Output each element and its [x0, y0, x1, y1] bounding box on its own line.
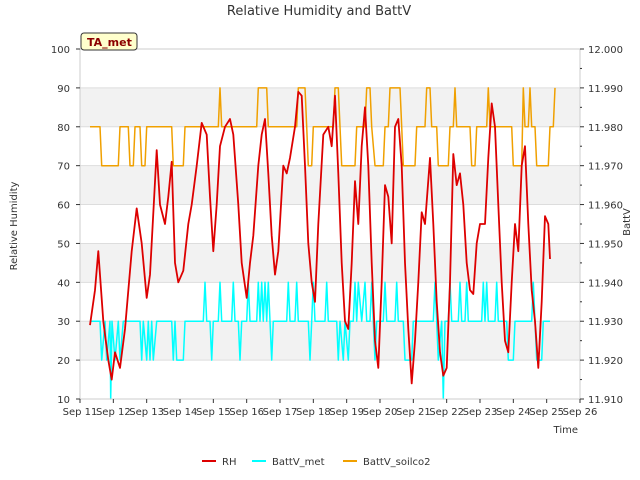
- ta-met-tag: TA_met: [80, 32, 138, 51]
- y-tick-label-left: 60: [57, 201, 70, 212]
- x-tick-label: Sep 18: [296, 407, 331, 418]
- y-tick-label-left: 100: [51, 45, 70, 56]
- series-line-rh: [89, 90, 551, 385]
- x-tick-label: Sep 12: [96, 407, 131, 418]
- x-tick-label: Sep 20: [363, 407, 398, 418]
- y-tick-label-left: 20: [57, 356, 70, 367]
- plot-band: [80, 243, 580, 283]
- x-tick-label: Sep 21: [396, 407, 431, 418]
- plot-bands: [80, 87, 580, 361]
- y-tick-label-left: 90: [57, 84, 70, 95]
- series-line-battv-met: [90, 281, 550, 400]
- x-tick-label: Sep 26: [563, 407, 598, 418]
- x-tick-label: Sep 19: [329, 407, 364, 418]
- x-tick-label: Sep 13: [129, 407, 164, 418]
- legend: RH BattV_met BattV_soilco2: [202, 457, 431, 468]
- y-tick-label-left: 10: [57, 395, 70, 406]
- legend-label: RH: [222, 457, 236, 468]
- series-line-battv-soilco2: [90, 87, 556, 167]
- y-tick-label-left: 70: [57, 162, 70, 173]
- x-tick-label: Sep 25: [529, 407, 564, 418]
- x-tick-label: Sep 22: [429, 407, 464, 418]
- y-tick-label-left: 50: [57, 239, 70, 250]
- y-tick-label-left: 80: [57, 123, 70, 134]
- x-axis-label: Time: [553, 425, 578, 436]
- plot-band: [80, 87, 580, 127]
- series-layer: [89, 87, 556, 400]
- y-tick-label-right: 11.990: [588, 84, 623, 95]
- y-tick-label-right: 12.000: [588, 45, 623, 56]
- x-tick-label: Sep 16: [229, 407, 264, 418]
- x-tick-label: Sep 11: [63, 407, 98, 418]
- y-axis-label-right: BattV: [622, 208, 633, 236]
- y-tick-label-right: 11.980: [588, 123, 623, 134]
- y-tick-label-right: 11.960: [588, 201, 623, 212]
- legend-label: BattV_met: [272, 457, 325, 468]
- plot-band: [80, 321, 580, 361]
- y-tick-label-right: 11.970: [588, 162, 623, 173]
- x-tick-label: Sep 17: [263, 407, 298, 418]
- x-tick-label: Sep 15: [196, 407, 231, 418]
- chart-title: Relative Humidity and BattV: [227, 4, 411, 19]
- y-axis-label-left: Relative Humidity: [9, 182, 20, 271]
- y-tick-label-right: 11.940: [588, 278, 623, 289]
- y-tick-label-right: 11.950: [588, 239, 623, 250]
- y-tick-label-right: 11.910: [588, 395, 623, 406]
- y-tick-label-left: 30: [57, 317, 70, 328]
- x-tick-label: Sep 14: [163, 407, 198, 418]
- x-tick-label: Sep 23: [463, 407, 498, 418]
- x-tick-label: Sep 24: [496, 407, 531, 418]
- legend-label: BattV_soilco2: [363, 457, 431, 468]
- y-tick-label-right: 11.930: [588, 317, 623, 328]
- y-tick-label-right: 11.920: [588, 356, 623, 367]
- axis-ticks: 10 20 30 40 50 60 70 80 90 100 11.910 11.920 11.930 1…: [51, 45, 623, 418]
- ta-met-tag-box: [80, 32, 138, 51]
- y-tick-label-left: 40: [57, 278, 70, 289]
- ta-met-tag-text: TA_met: [87, 36, 132, 49]
